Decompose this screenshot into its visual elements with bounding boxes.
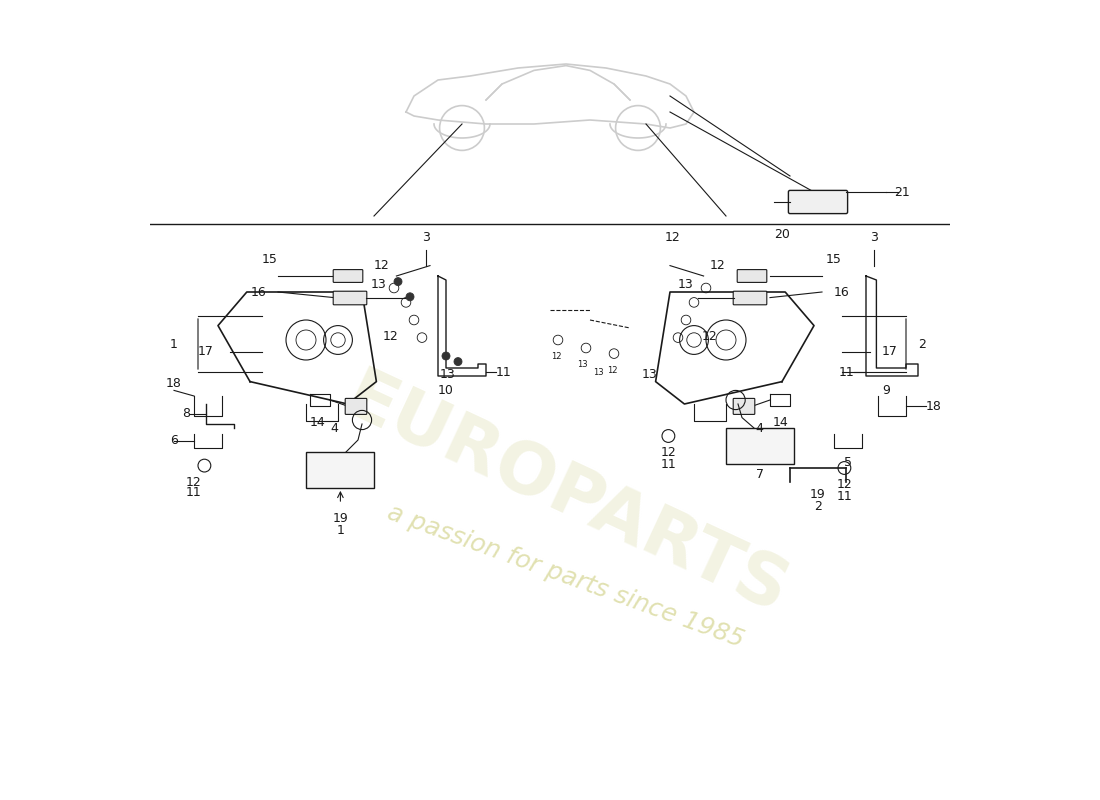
- FancyBboxPatch shape: [734, 291, 767, 305]
- Text: a passion for parts since 1985: a passion for parts since 1985: [384, 500, 748, 652]
- Text: 12: 12: [551, 352, 562, 361]
- Text: 4: 4: [330, 422, 338, 435]
- Text: 18: 18: [166, 378, 182, 390]
- Text: 1: 1: [337, 524, 344, 537]
- Text: 10: 10: [438, 384, 454, 397]
- Text: 11: 11: [186, 486, 202, 499]
- FancyBboxPatch shape: [734, 398, 755, 414]
- Circle shape: [454, 358, 462, 366]
- Text: 18: 18: [926, 400, 942, 413]
- Text: 19: 19: [332, 512, 349, 525]
- Text: 11: 11: [496, 366, 512, 378]
- Text: 11: 11: [660, 458, 676, 470]
- Text: 13: 13: [371, 278, 386, 290]
- Text: 3: 3: [422, 231, 430, 244]
- Circle shape: [394, 278, 402, 286]
- Text: 9: 9: [882, 384, 890, 397]
- Text: 12: 12: [836, 478, 852, 491]
- Text: 14: 14: [772, 416, 789, 429]
- Text: 13: 13: [678, 278, 694, 290]
- Text: 8: 8: [182, 407, 190, 420]
- Text: 20: 20: [774, 228, 790, 241]
- Text: 13: 13: [593, 368, 603, 377]
- Text: 15: 15: [826, 253, 842, 266]
- Text: 17: 17: [882, 346, 898, 358]
- Text: 19: 19: [810, 488, 826, 501]
- Text: EUROPARTS: EUROPARTS: [333, 363, 799, 629]
- Text: 12: 12: [664, 231, 680, 244]
- Bar: [726, 428, 794, 464]
- Text: 16: 16: [251, 286, 266, 298]
- Text: 14: 14: [310, 416, 326, 429]
- Circle shape: [406, 293, 414, 301]
- FancyBboxPatch shape: [789, 190, 848, 214]
- Text: 12: 12: [383, 330, 398, 342]
- FancyBboxPatch shape: [333, 291, 366, 305]
- Text: 5: 5: [844, 456, 851, 469]
- Text: 12: 12: [702, 330, 717, 342]
- Bar: [306, 452, 374, 488]
- Text: 13: 13: [576, 360, 587, 369]
- Text: 2: 2: [918, 338, 926, 350]
- Text: 7: 7: [756, 468, 763, 481]
- Text: 15: 15: [262, 253, 278, 266]
- Text: 11: 11: [838, 366, 854, 378]
- Text: 1: 1: [170, 338, 178, 350]
- Text: 17: 17: [198, 346, 214, 358]
- Text: 11: 11: [836, 490, 852, 502]
- Text: 12: 12: [711, 259, 726, 272]
- Text: 13: 13: [440, 368, 455, 381]
- Text: 12: 12: [374, 259, 389, 272]
- Text: 16: 16: [834, 286, 849, 298]
- Text: 12: 12: [186, 476, 202, 489]
- Text: 4: 4: [756, 422, 763, 435]
- Text: 12: 12: [607, 366, 618, 375]
- Text: 13: 13: [642, 368, 658, 381]
- FancyBboxPatch shape: [333, 270, 363, 282]
- Text: 6: 6: [170, 434, 178, 447]
- Text: 2: 2: [814, 500, 822, 513]
- Text: 12: 12: [660, 446, 676, 459]
- Circle shape: [442, 352, 450, 360]
- Text: 21: 21: [894, 186, 910, 198]
- Text: 3: 3: [870, 231, 878, 244]
- FancyBboxPatch shape: [737, 270, 767, 282]
- FancyBboxPatch shape: [345, 398, 366, 414]
